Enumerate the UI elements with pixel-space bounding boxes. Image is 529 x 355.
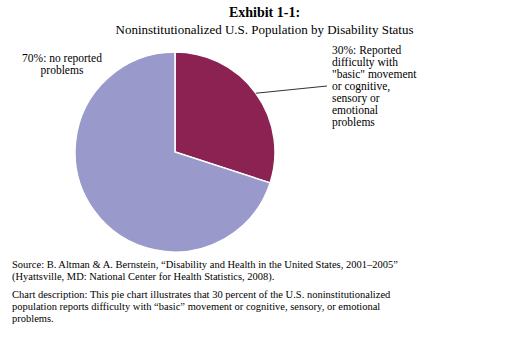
pie-slice (75, 52, 270, 252)
annotation: Source: B. Altman & A. Bernstein, “Disab… (12, 259, 398, 283)
slice-label: 30%: Reporteddifficulty with"basic" move… (332, 44, 417, 129)
text-line: emotional (332, 104, 378, 116)
title: Exhibit 1-1: (229, 5, 300, 20)
leader-line (256, 86, 327, 93)
text-line: (Hyattsville, MD: National Center for He… (12, 271, 274, 283)
text-line: problems. (12, 313, 54, 324)
text-line: problems (332, 116, 375, 129)
chart: Exhibit 1-1: Noninstitutionalized U.S. Po… (0, 0, 529, 355)
text-line: "basic" movement (332, 68, 417, 80)
pie (75, 52, 275, 252)
text-line: problems (41, 64, 84, 77)
subtitle: Noninstitutionalized U.S. Population by … (116, 22, 414, 37)
text-line: Chart description: This pie chart illust… (12, 289, 391, 300)
text-line: Source: B. Altman & A. Bernstein, “Disab… (12, 259, 398, 270)
slice-label: 70%: no reportedproblems (22, 52, 102, 77)
annotation: Chart description: This pie chart illust… (12, 289, 391, 324)
text-line: population reports difficulty with “basi… (12, 301, 380, 312)
